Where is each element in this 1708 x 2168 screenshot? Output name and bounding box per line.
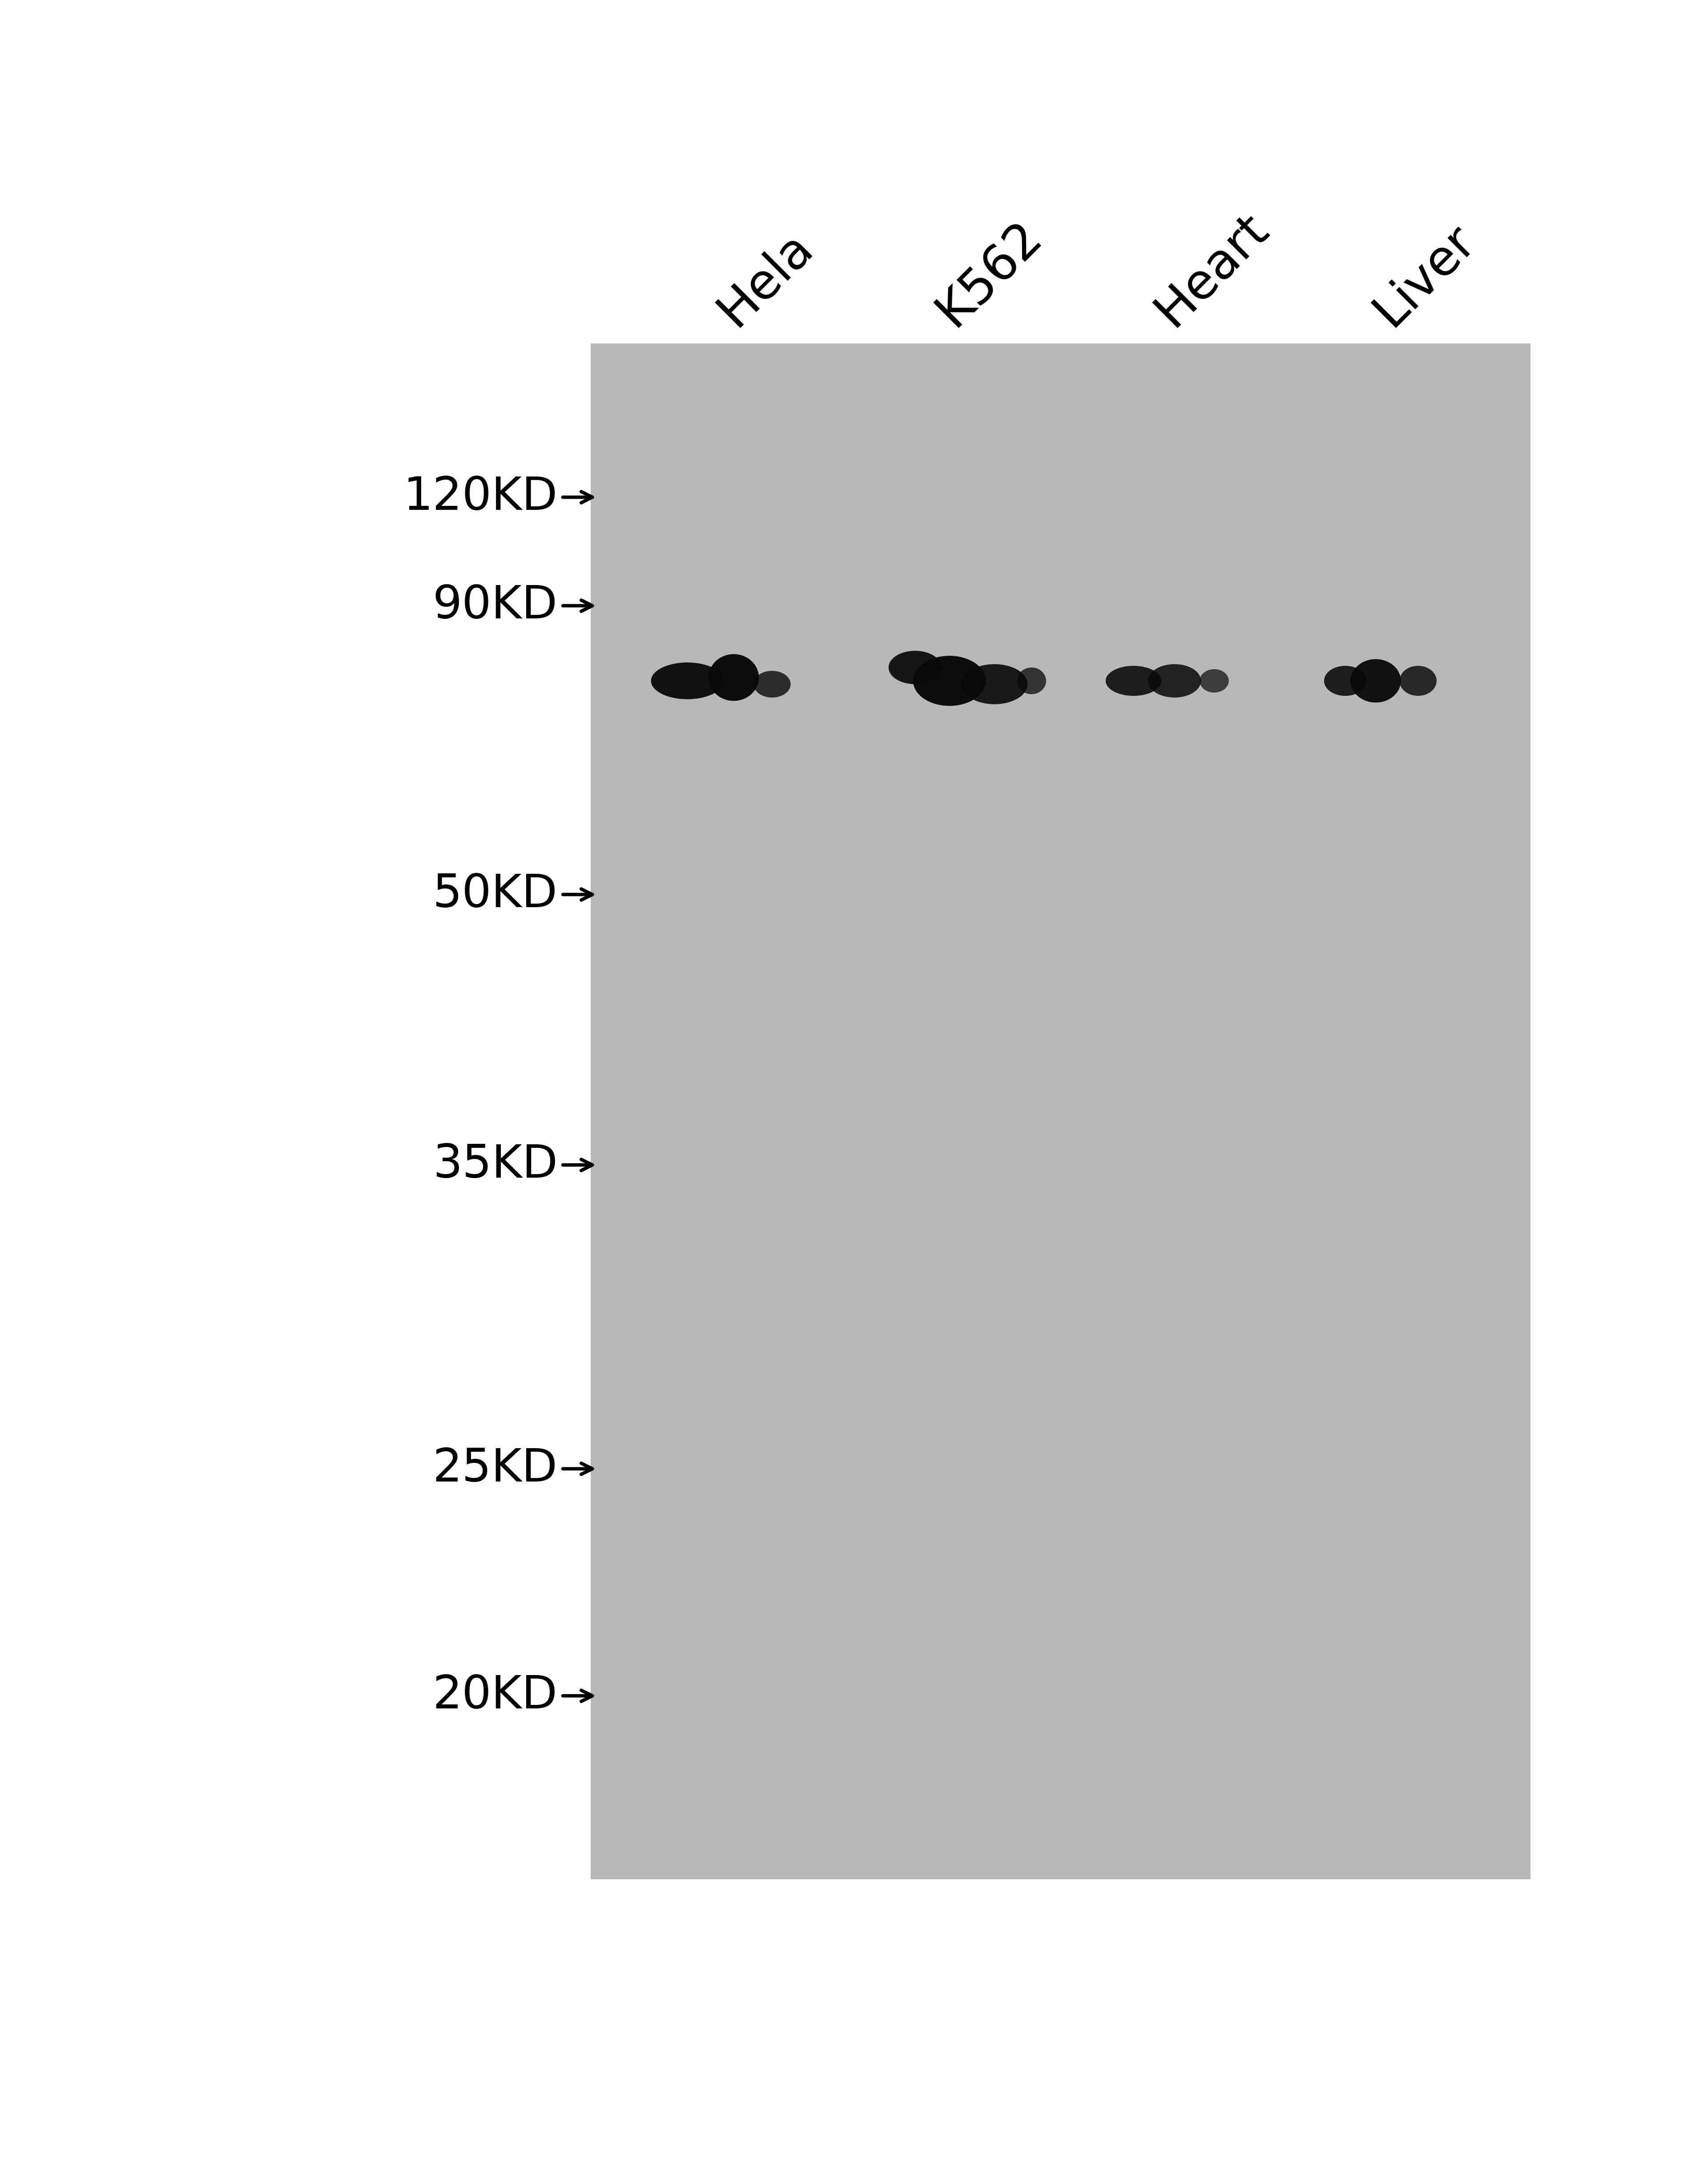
Ellipse shape — [651, 663, 724, 700]
Ellipse shape — [1324, 666, 1366, 696]
Text: K562: K562 — [927, 212, 1050, 336]
Ellipse shape — [1148, 663, 1201, 698]
Text: Hela: Hela — [709, 223, 822, 336]
Ellipse shape — [1199, 670, 1228, 692]
Text: 20KD: 20KD — [432, 1674, 557, 1719]
Ellipse shape — [1016, 668, 1045, 694]
Ellipse shape — [1399, 666, 1436, 696]
Text: 50KD: 50KD — [432, 872, 557, 917]
Ellipse shape — [1105, 666, 1161, 696]
Bar — [591, 345, 1530, 1880]
Ellipse shape — [888, 650, 941, 685]
Ellipse shape — [1351, 659, 1401, 702]
Ellipse shape — [753, 670, 791, 698]
Text: 90KD: 90KD — [432, 583, 557, 629]
Ellipse shape — [709, 655, 758, 700]
Text: 25KD: 25KD — [432, 1446, 557, 1492]
Text: Heart: Heart — [1146, 204, 1278, 336]
Ellipse shape — [914, 655, 986, 707]
Text: 35KD: 35KD — [432, 1143, 557, 1188]
Text: Liver: Liver — [1365, 217, 1484, 336]
Text: 120KD: 120KD — [403, 475, 557, 520]
Ellipse shape — [962, 663, 1028, 705]
